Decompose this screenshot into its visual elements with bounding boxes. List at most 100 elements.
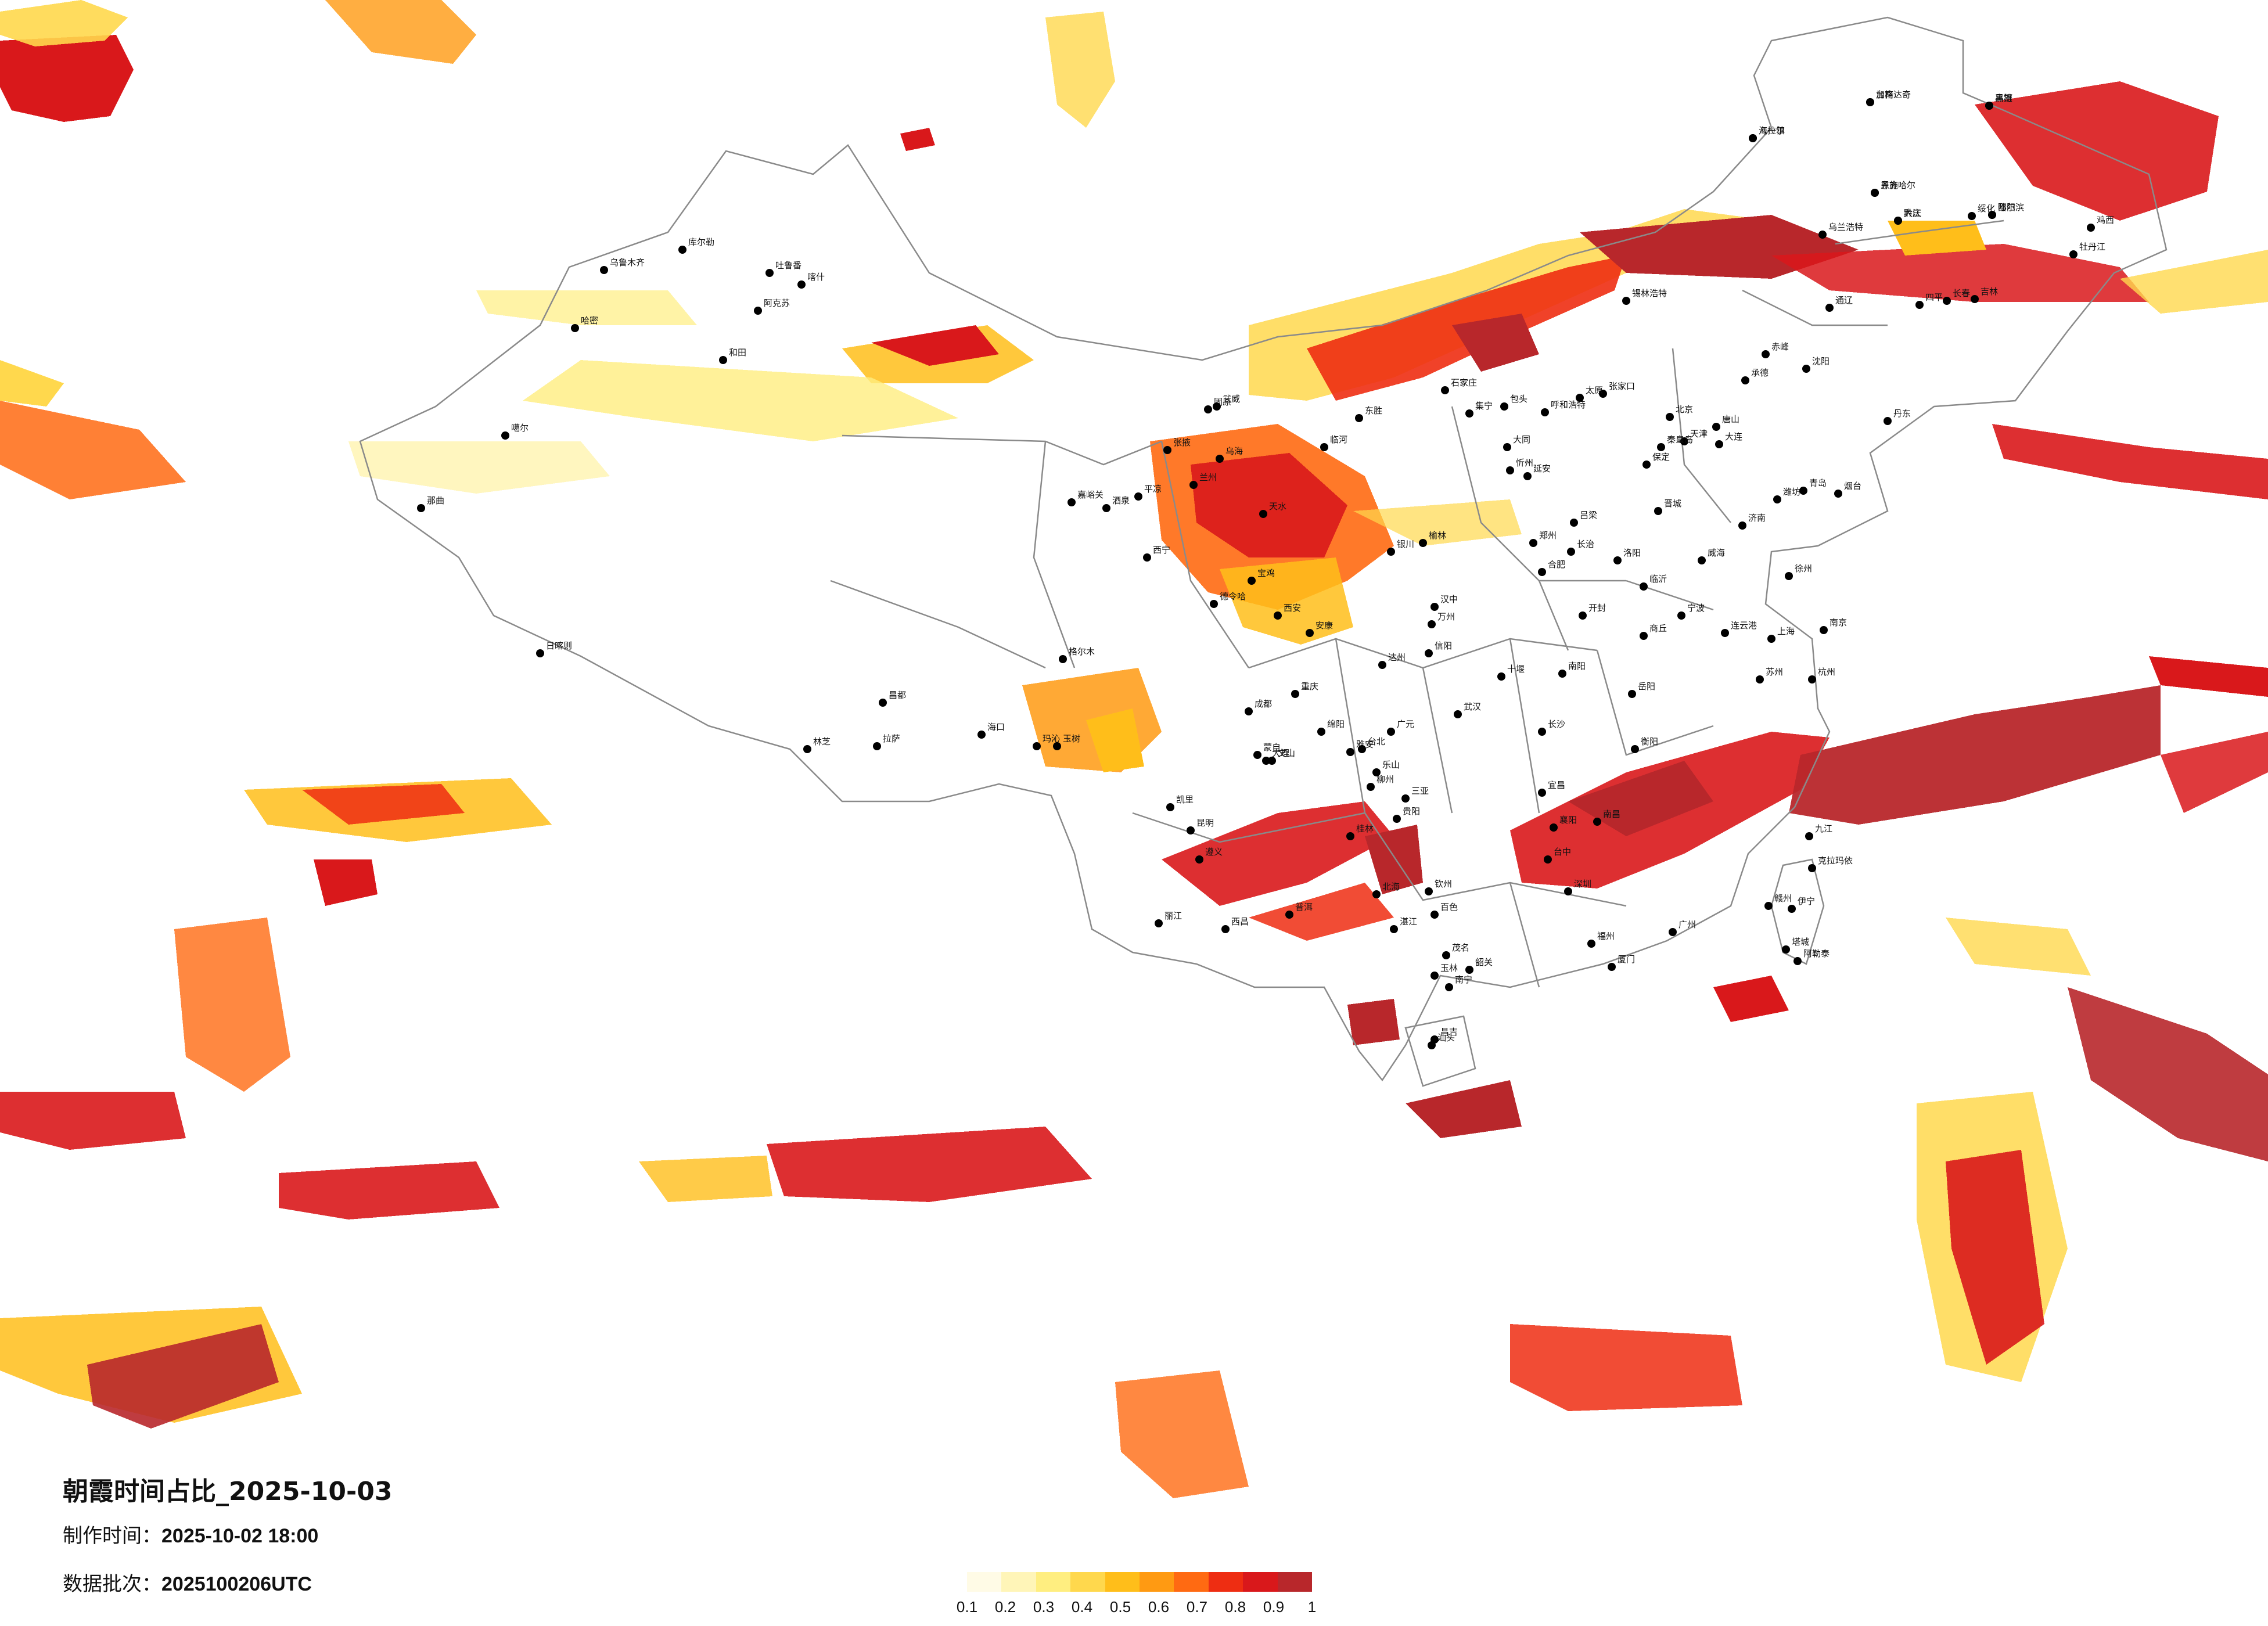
legend-swatch — [1001, 1572, 1036, 1592]
city-dot — [417, 504, 425, 512]
city-marker: 高雄 — [1985, 93, 2012, 110]
city-label: 西安 — [1284, 603, 1301, 613]
city-label: 吐鲁番 — [775, 260, 801, 271]
city-marker: 昌吉 — [1430, 1027, 1458, 1044]
city-label: 昌吉 — [1440, 1027, 1458, 1037]
city-marker: 张家口 — [1599, 381, 1635, 398]
city-dot — [1802, 365, 1810, 373]
city-marker: 宁波 — [1677, 603, 1705, 620]
city-label: 福州 — [1597, 931, 1615, 941]
city-label: 玛沁 — [1043, 733, 1060, 744]
city-marker: 南京 — [1820, 617, 1847, 634]
city-dot — [1782, 945, 1790, 954]
city-dot — [1163, 446, 1171, 454]
city-marker: 日喀则 — [536, 641, 572, 657]
city-label: 台南 — [1876, 89, 1893, 100]
city-label: 噶尔 — [511, 423, 529, 433]
city-dot — [1430, 972, 1439, 980]
city-label: 成都 — [1255, 699, 1272, 709]
city-dot — [1221, 925, 1230, 933]
city-marker: 万州 — [1428, 611, 1455, 628]
city-label: 加格达奇 — [1876, 89, 1911, 100]
city-marker: 林芝 — [803, 736, 831, 753]
city-marker: 临沂 — [1640, 574, 1667, 591]
city-dot — [1773, 495, 1781, 503]
city-dot — [977, 731, 986, 739]
city-marker: 库尔勒 — [678, 237, 714, 254]
city-marker: 凯里 — [1166, 794, 1194, 811]
batch-label: 数据批次： — [63, 1573, 161, 1596]
city-dot — [1550, 823, 1558, 832]
city-dot — [1425, 887, 1433, 895]
city-dot — [1985, 102, 1993, 110]
hainan-outline — [1404, 1015, 1476, 1087]
city-dot — [803, 745, 811, 753]
city-dot — [1259, 510, 1267, 518]
city-label: 台北 — [1368, 736, 1385, 747]
city-marker: 阿勒泰 — [1793, 948, 1830, 965]
city-marker: 天津 — [1680, 429, 1708, 445]
city-marker: 秦皇岛 — [1657, 434, 1693, 451]
city-label: 韶关 — [1475, 957, 1493, 967]
city-dot — [1253, 751, 1261, 759]
city-dot — [1430, 603, 1439, 611]
city-dot — [1245, 707, 1253, 715]
city-label: 吕梁 — [1580, 510, 1597, 520]
legend-swatch — [967, 1572, 1002, 1592]
map-title: 朝霞时间占比_2025-10-03 — [63, 1477, 393, 1506]
city-marker: 厦门 — [1608, 954, 1635, 971]
city-label: 威海 — [1708, 548, 1725, 558]
city-dot — [1425, 649, 1433, 657]
city-marker: 忻州 — [1506, 458, 1533, 474]
city-marker: 西安 — [1274, 603, 1301, 620]
city-dot — [1866, 98, 1874, 106]
city-label: 上海 — [1777, 626, 1795, 636]
city-marker: 大同 — [1503, 434, 1530, 451]
city-dot — [1640, 632, 1648, 640]
city-dot — [1756, 675, 1764, 684]
city-dot — [1285, 911, 1293, 919]
city-marker: 西昌 — [1221, 916, 1249, 933]
city-dot — [1506, 466, 1514, 474]
city-marker: 蒙自 — [1253, 742, 1281, 759]
city-marker: 玉林 — [1430, 963, 1458, 980]
city-dot — [1442, 951, 1450, 959]
city-label: 唐山 — [1722, 414, 1739, 425]
city-dot — [501, 431, 509, 440]
city-marker: 张掖 — [1163, 437, 1191, 454]
city-label: 合肥 — [1548, 559, 1565, 570]
city-label: 忻州 — [1516, 458, 1533, 468]
city-label: 广元 — [1397, 719, 1414, 729]
city-label: 重庆 — [1301, 681, 1318, 692]
city-dot — [600, 266, 608, 274]
city-marker: 贵阳 — [1393, 806, 1420, 823]
city-label: 玉树 — [1063, 733, 1080, 744]
city-dot — [1189, 481, 1198, 489]
city-marker: 襄阳 — [1550, 815, 1577, 832]
city-label: 集宁 — [1475, 401, 1493, 411]
city-label: 德令哈 — [1220, 591, 1246, 602]
city-dot — [1579, 611, 1587, 620]
city-marker: 乐山 — [1372, 760, 1400, 776]
city-marker: 那曲 — [417, 495, 444, 512]
city-label: 烟台 — [1844, 481, 1861, 491]
city-dot — [1820, 626, 1828, 634]
city-label: 哈尔滨 — [1998, 202, 2024, 213]
city-dot — [1628, 690, 1636, 698]
city-dot — [765, 269, 774, 277]
legend-tick-label: 0.6 — [1148, 1598, 1170, 1616]
city-label: 南京 — [1830, 617, 1847, 628]
city-marker: 石家庄 — [1441, 377, 1477, 394]
city-dot — [1825, 304, 1834, 312]
city-marker: 唐山 — [1712, 414, 1739, 431]
city-dot — [1593, 818, 1601, 826]
city-label: 厦门 — [1618, 954, 1635, 965]
city-label: 北京 — [1676, 404, 1693, 415]
city-dot — [1613, 556, 1622, 564]
city-label: 阿勒泰 — [1803, 948, 1830, 959]
city-label: 呼和浩特 — [1551, 400, 1586, 410]
city-marker: 合肥 — [1538, 559, 1565, 576]
city-dot — [1680, 437, 1688, 445]
city-marker: 承德 — [1741, 368, 1769, 384]
city-dot — [1367, 783, 1375, 791]
